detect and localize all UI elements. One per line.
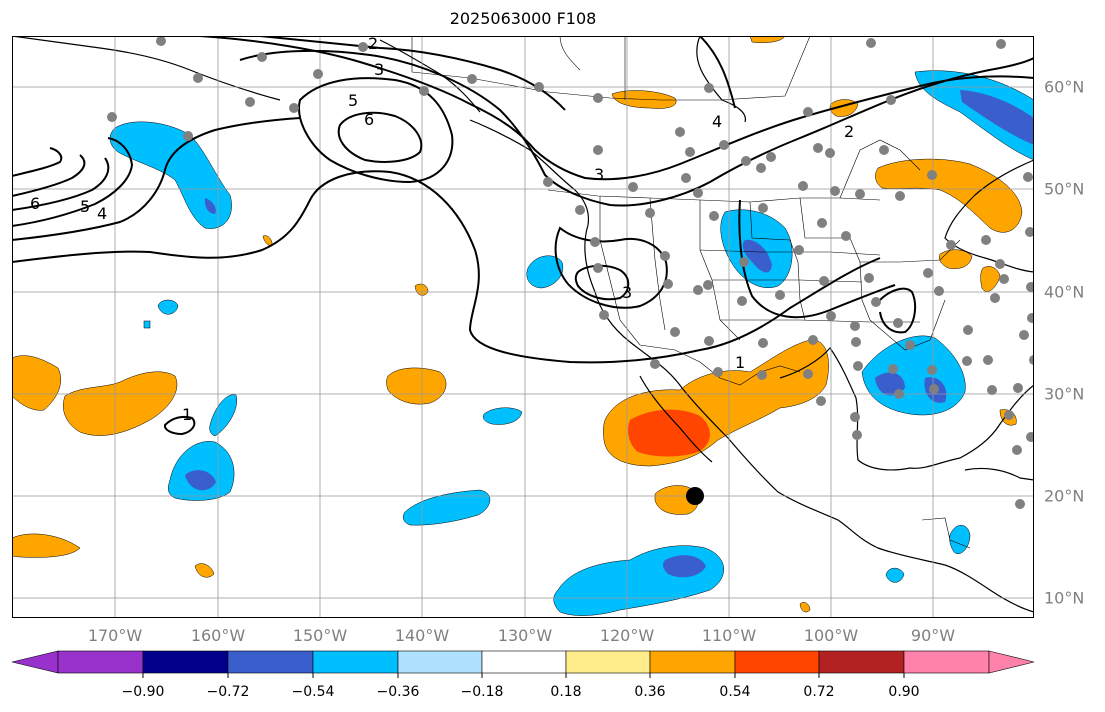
colorbar-tick-label: −0.18: [460, 684, 504, 700]
colorbar-tick-label: 0.90: [888, 684, 920, 700]
contour-label: 3: [374, 60, 384, 79]
positive-anomaly-fills: [12, 36, 1023, 613]
contour-label: 3: [594, 165, 604, 184]
colorbar-tick-label: 0.54: [719, 684, 751, 700]
contour-labels: 2 3 5 6 6 5 4 4 2 3 3 1 1: [30, 34, 854, 424]
colorbar-tick-label: 0.72: [803, 684, 835, 700]
negative-anomaly-fills: [109, 70, 1034, 616]
political-borders: [411, 36, 971, 549]
station-markers: [107, 36, 1034, 509]
contour-lines: [12, 36, 1034, 436]
lon-label: 100°W: [803, 626, 859, 645]
contour-label: 3: [622, 283, 632, 302]
highlight-point: [686, 487, 704, 505]
contour-label: 4: [712, 112, 722, 131]
lon-label: 110°W: [701, 626, 757, 645]
colorbar-tick-label: 0.18: [550, 684, 582, 700]
contour-label: 2: [844, 122, 854, 141]
colorbar-tick-label: −0.90: [121, 684, 165, 700]
map-title: 2025063000 F108: [449, 9, 597, 28]
lon-label: 120°W: [599, 626, 655, 645]
colorbar-tick-label: −0.36: [376, 684, 420, 700]
lon-label: 160°W: [190, 626, 246, 645]
contour-label: 5: [348, 91, 358, 110]
contour-label: 1: [182, 405, 192, 424]
lat-label: 40°N: [1044, 282, 1085, 302]
graticule: [12, 36, 1034, 618]
lon-label: 140°W: [394, 626, 450, 645]
lat-label: 60°N: [1044, 77, 1085, 97]
colorbar-tick-label: 0.36: [634, 684, 666, 700]
contour-label: 6: [30, 194, 40, 213]
colorbar-tick-label: −0.54: [291, 684, 335, 700]
lat-label: 10°N: [1044, 588, 1085, 608]
lat-label: 50°N: [1044, 179, 1085, 199]
lat-label: 20°N: [1044, 486, 1085, 506]
lon-label: 150°W: [292, 626, 348, 645]
map-frame: [12, 36, 1034, 618]
contour-label: 6: [364, 110, 374, 129]
colorbar: [11, 650, 1035, 678]
colorbar-tick-label: −0.72: [206, 684, 250, 700]
contour-label: 4: [97, 204, 107, 223]
contour-label: 1: [735, 353, 745, 372]
lon-label: 170°W: [87, 626, 143, 645]
lon-label: 90°W: [910, 626, 956, 645]
contour-label: 2: [368, 34, 378, 53]
lat-label: 30°N: [1044, 384, 1085, 404]
contour-label: 5: [80, 197, 90, 216]
lon-label: 130°W: [497, 626, 553, 645]
